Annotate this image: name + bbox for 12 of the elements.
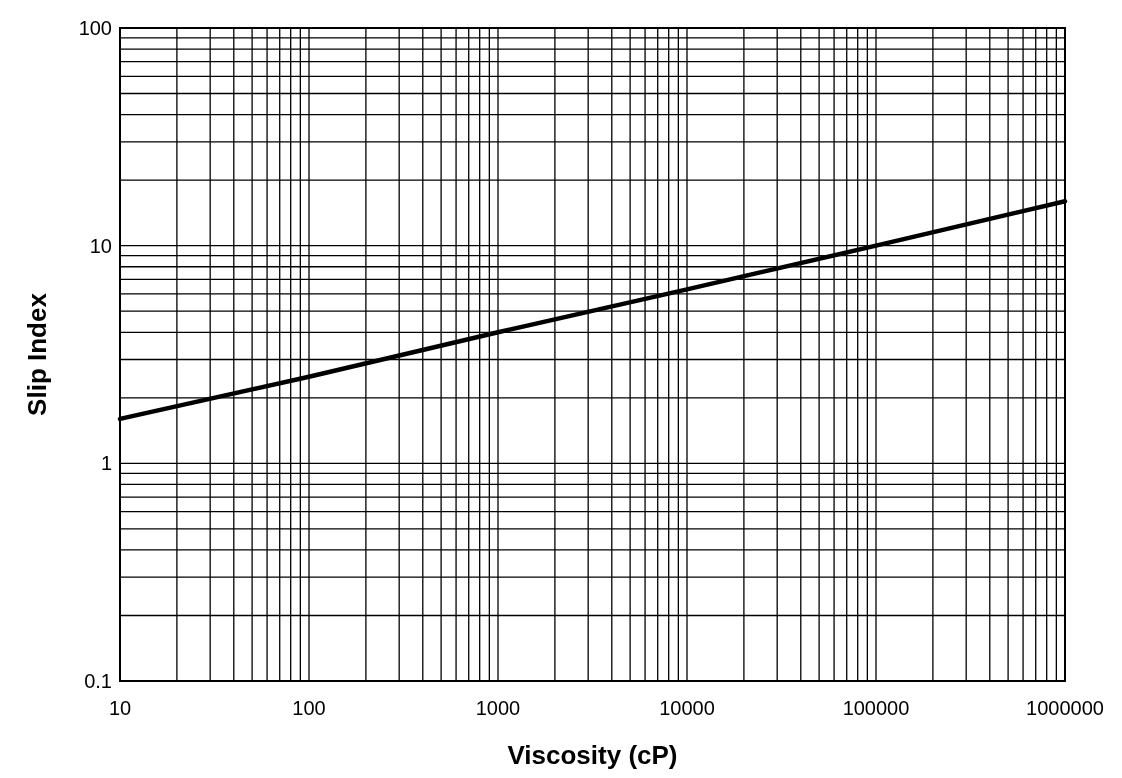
x-axis-title: Viscosity (cP) <box>507 740 678 770</box>
y-tick-label: 0.1 <box>84 670 112 692</box>
y-axis-title: Slip Index <box>22 292 52 416</box>
x-tick-label: 10 <box>108 697 132 719</box>
x-tick-label: 100000 <box>842 697 910 719</box>
y-tick-label: 10 <box>89 234 112 257</box>
y-tick-label: 100 <box>78 17 112 39</box>
x-tick-label: 10000 <box>659 697 715 719</box>
y-tick-label: 1 <box>100 452 112 475</box>
x-tick-label: 1000000 <box>1026 697 1104 719</box>
x-tick-label: 100 <box>292 697 326 719</box>
x-tick-label: 1000 <box>475 697 521 719</box>
